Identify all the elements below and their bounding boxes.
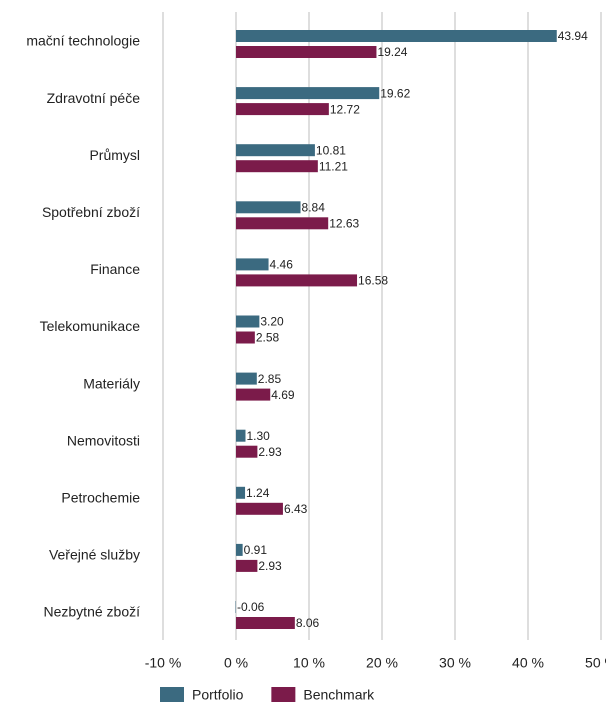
value-label: 11.21	[319, 159, 348, 173]
x-tick-label: 50 %	[585, 655, 606, 671]
value-label: 2.93	[258, 445, 282, 459]
value-label: 2.85	[258, 372, 282, 386]
x-tick-label: 40 %	[512, 655, 544, 671]
value-label: 1.30	[246, 429, 270, 443]
value-label: 2.93	[258, 559, 282, 573]
value-label: 8.06	[296, 616, 320, 630]
value-label: 19.62	[380, 86, 410, 100]
bar	[236, 315, 260, 328]
bar	[236, 388, 271, 401]
legend-swatch	[160, 687, 184, 702]
y-tick-label: Veřejné služby	[49, 547, 140, 563]
y-tick-label: Průmysl	[89, 147, 140, 163]
value-label: 4.46	[270, 258, 294, 272]
legend-swatch	[271, 687, 296, 702]
value-label: 1.24	[246, 486, 270, 500]
bar	[236, 331, 255, 344]
y-tick-label: Telekomunikace	[40, 318, 141, 334]
legend-label: Portfolio	[192, 687, 244, 703]
bar	[236, 103, 329, 116]
y-tick-label: Zdravotní péče	[47, 90, 141, 106]
y-tick-label: Spotřební zboží	[42, 204, 140, 220]
value-label: 12.63	[329, 216, 359, 230]
bar	[236, 543, 243, 556]
value-label: 4.69	[271, 388, 295, 402]
y-tick-label: mační technologie	[26, 33, 140, 49]
x-tick-label: 10 %	[293, 655, 325, 671]
y-tick-label: Nemovitosti	[67, 432, 140, 448]
value-label: 8.84	[302, 200, 326, 214]
value-label: 10.81	[316, 143, 346, 157]
y-tick-label: Petrochemie	[61, 490, 140, 506]
value-label: 6.43	[284, 502, 308, 516]
value-label: 2.58	[256, 331, 280, 345]
bar	[236, 617, 295, 629]
value-label: 43.94	[558, 29, 588, 43]
x-tick-label: 20 %	[366, 655, 398, 671]
x-tick-label: 30 %	[439, 655, 471, 671]
legend-label: Benchmark	[303, 687, 375, 703]
bar	[236, 258, 269, 271]
x-tick-label: 0 %	[224, 655, 248, 671]
bar	[236, 46, 377, 58]
bar	[236, 559, 258, 572]
bar	[236, 144, 315, 157]
bar	[236, 486, 246, 499]
value-label: 0.91	[244, 543, 268, 557]
bar	[236, 87, 380, 100]
x-tick-label: -10 %	[145, 655, 182, 671]
bar	[236, 429, 246, 442]
value-label: -0.06	[237, 600, 265, 614]
bar	[236, 274, 358, 287]
y-tick-label: Materiály	[83, 375, 140, 391]
bar	[236, 502, 283, 515]
y-tick-label: Finance	[90, 261, 140, 277]
y-tick-label: Nezbytné zboží	[44, 604, 141, 620]
bar	[236, 160, 318, 173]
bar	[236, 30, 557, 42]
bar	[236, 445, 258, 458]
bar	[236, 217, 329, 230]
bar	[236, 372, 257, 385]
value-label: 3.20	[260, 315, 284, 329]
value-label: 19.24	[377, 45, 407, 59]
bar	[236, 201, 301, 214]
value-label: 16.58	[358, 274, 388, 288]
value-label: 12.72	[330, 102, 360, 116]
